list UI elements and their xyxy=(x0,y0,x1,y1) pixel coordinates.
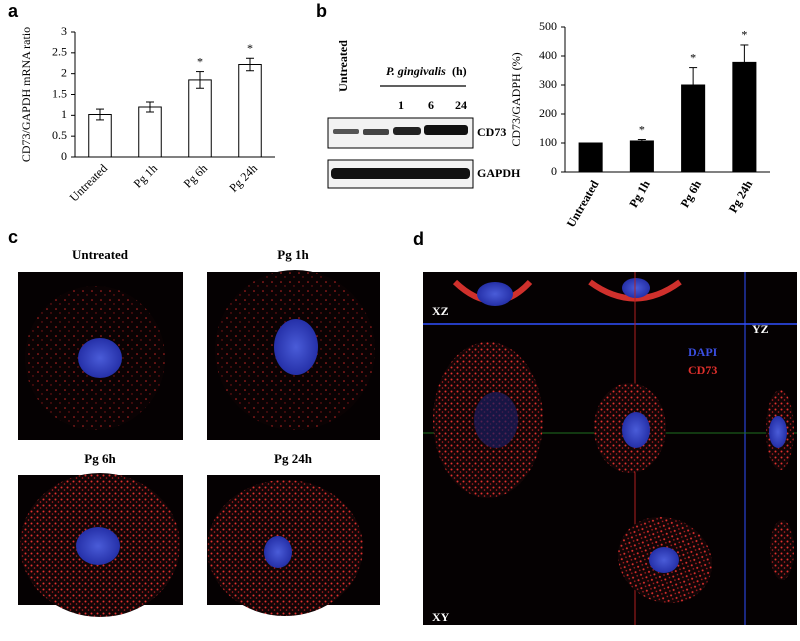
y-tick-label: 1 xyxy=(61,107,67,121)
x-tick-label: Pg 24h xyxy=(726,178,756,216)
bar xyxy=(188,79,212,158)
band xyxy=(363,129,389,135)
band xyxy=(393,127,421,135)
nucleus xyxy=(474,392,518,448)
bar xyxy=(238,64,262,158)
y-tick-label: 1.5 xyxy=(52,86,67,100)
x-tick-label: Pg 1h xyxy=(131,161,160,190)
blot-unit: (h) xyxy=(452,64,467,78)
band xyxy=(333,129,359,134)
western-blot: Untreated P. gingivalis (h) 1 6 24 CD73 … xyxy=(327,40,521,189)
x-tick-label: Pg 1h xyxy=(626,178,653,210)
blot-time: 24 xyxy=(455,98,467,112)
bar xyxy=(578,142,603,173)
y-tick-label: 2.5 xyxy=(52,45,67,59)
band-label: GAPDH xyxy=(477,166,521,180)
significance: * xyxy=(639,122,645,136)
y-tick-label: 3 xyxy=(61,24,67,38)
image-label: Pg 6h xyxy=(84,451,116,466)
y-tick-label: 0.5 xyxy=(52,128,67,142)
band-label: CD73 xyxy=(477,125,506,139)
y-tick-label: 300 xyxy=(539,77,557,91)
blot-time: 1 xyxy=(398,98,404,112)
x-tick-label: Pg 6h xyxy=(181,161,210,190)
blot-control: Untreated xyxy=(336,40,350,92)
view-label: YZ xyxy=(752,322,769,336)
blot-time: 6 xyxy=(428,98,434,112)
significance: * xyxy=(741,28,747,42)
panel-label: a xyxy=(8,1,19,21)
panel-label: d xyxy=(413,229,424,249)
legend-entry: CD73 xyxy=(688,363,717,377)
bar xyxy=(629,140,654,173)
y-tick-label: 200 xyxy=(539,106,557,120)
panel-c: Untreated Pg 1h Pg 6h Pg 24h xyxy=(18,247,380,617)
nucleus xyxy=(264,536,292,568)
significance: * xyxy=(197,54,203,68)
x-tick-label: Pg 6h xyxy=(677,178,704,210)
nucleus xyxy=(622,412,650,448)
view-label: XZ xyxy=(432,304,449,318)
y-axis-label: CD73/GADPH (%) xyxy=(509,52,523,146)
panel-label: b xyxy=(316,1,327,21)
nucleus xyxy=(769,416,787,448)
nucleus xyxy=(78,338,122,378)
x-tick-label: Untreated xyxy=(67,161,110,204)
nucleus xyxy=(649,547,679,573)
significance: * xyxy=(247,41,253,55)
nucleus xyxy=(274,319,318,375)
nucleus xyxy=(477,282,513,306)
bar xyxy=(88,114,112,158)
panel-d: XZ YZ XY DAPI CD73 xyxy=(423,272,797,625)
x-tick-label: Pg 24h xyxy=(226,161,260,195)
x-tick-label: Untreated xyxy=(564,178,602,230)
panel-label: c xyxy=(8,227,18,247)
blot-treatment: P. gingivalis xyxy=(386,64,446,78)
y-tick-label: 2 xyxy=(61,65,67,79)
cell xyxy=(770,520,794,580)
y-tick-label: 500 xyxy=(539,19,557,33)
significance: * xyxy=(690,50,696,64)
nucleus xyxy=(76,527,120,565)
image-label: Untreated xyxy=(72,247,129,262)
band xyxy=(331,168,470,179)
y-tick-label: 0 xyxy=(551,164,557,178)
band xyxy=(424,125,468,135)
y-tick-label: 100 xyxy=(539,135,557,149)
y-axis-label: CD73/GAPDH mRNA ratio xyxy=(19,27,33,162)
y-tick-label: 0 xyxy=(61,149,67,163)
view-label: XY xyxy=(432,610,450,624)
image-label: Pg 1h xyxy=(277,247,309,262)
nucleus xyxy=(622,278,650,298)
image-label: Pg 24h xyxy=(274,451,313,466)
bar xyxy=(138,106,162,158)
legend-entry: DAPI xyxy=(688,345,718,359)
y-tick-label: 400 xyxy=(539,48,557,62)
